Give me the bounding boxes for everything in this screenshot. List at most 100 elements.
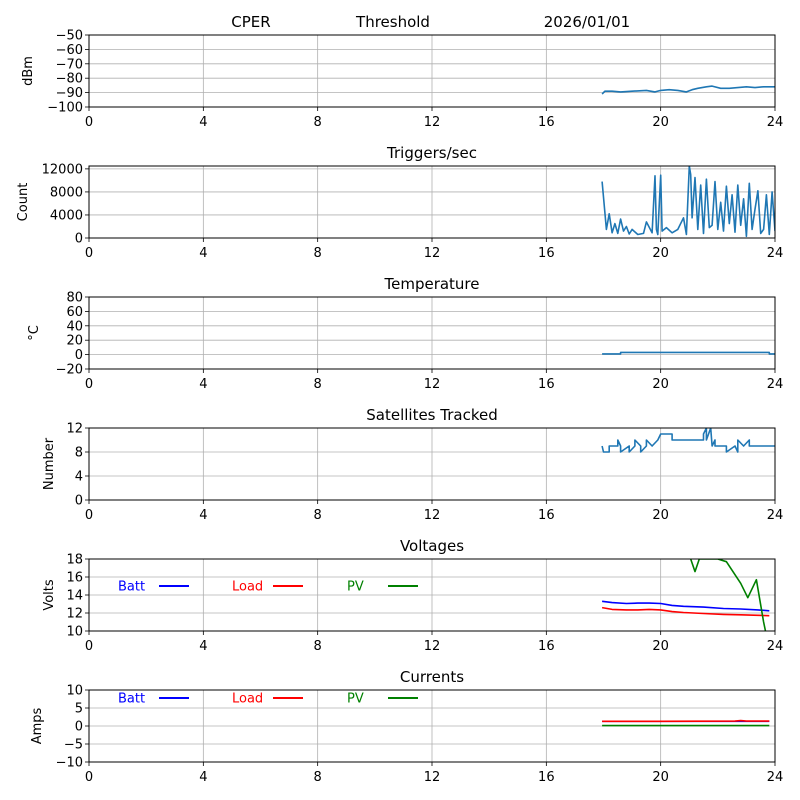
y-tick-label: 0	[75, 720, 83, 735]
x-tick-label: 16	[538, 377, 555, 392]
x-tick-label: 24	[767, 246, 784, 261]
y-tick-label: 8000	[50, 185, 83, 200]
x-tick-label: 24	[767, 508, 784, 523]
x-tick-label: 20	[652, 770, 669, 785]
y-axis-label: Count	[16, 183, 31, 222]
x-tick-label: 12	[424, 115, 441, 130]
x-tick-label: 16	[538, 770, 555, 785]
y-tick-label: −80	[56, 72, 83, 87]
y-tick-label: 12000	[42, 162, 83, 177]
x-tick-label: 4	[199, 770, 207, 785]
x-tick-label: 20	[652, 246, 669, 261]
x-tick-label: 16	[538, 115, 555, 130]
y-tick-label: 8	[75, 446, 83, 461]
x-tick-label: 4	[199, 508, 207, 523]
x-tick-label: 0	[85, 115, 93, 130]
legend-label-load: Load	[232, 580, 263, 595]
series-temperature-line	[602, 351, 775, 355]
x-tick-label: 8	[314, 639, 322, 654]
y-tick-label: 20	[66, 334, 83, 349]
x-tick-label: 12	[424, 508, 441, 523]
series-pv-line	[689, 559, 767, 631]
x-tick-label: 0	[85, 508, 93, 523]
x-tick-label: 20	[652, 115, 669, 130]
y-tick-label: −70	[56, 57, 83, 72]
y-tick-label: −10	[56, 756, 83, 771]
y-tick-label: 4000	[50, 208, 83, 223]
y-tick-label: 5	[75, 702, 83, 717]
x-tick-label: 0	[85, 377, 93, 392]
x-tick-label: 8	[314, 115, 322, 130]
series-triggers-line	[601, 166, 775, 238]
y-axis-label: Number	[42, 437, 57, 490]
station-title: CPER	[231, 13, 270, 31]
x-tick-label: 12	[424, 639, 441, 654]
x-tick-label: 16	[538, 508, 555, 523]
y-tick-label: 16	[66, 571, 83, 586]
y-axis-label: dBm	[21, 56, 36, 86]
y-tick-label: −90	[56, 86, 83, 101]
panel-triggers: 0 4 8 12 16 20 24 0 4000 8000 12000 Triggers/sec Cou…	[16, 144, 783, 261]
legend-label-pv: PV	[347, 580, 364, 595]
x-tick-label: 24	[767, 115, 784, 130]
y-axis-label: °C	[27, 325, 42, 341]
y-tick-label: 10	[66, 684, 83, 699]
legend-label-load: Load	[232, 692, 263, 707]
y-tick-label: 0	[75, 494, 83, 509]
x-tick-label: 8	[314, 508, 322, 523]
panel-currents: 0 4 8 12 16 20 24 −10 −5 0 5 10 Currents Amps Batt Load…	[30, 668, 783, 785]
panel-rssi: 0 4 8 12 16 20 24 −100−90−80−70−60−50 dBm	[21, 29, 783, 131]
x-tick-label: 24	[767, 377, 784, 392]
y-tick-label: 0	[75, 232, 83, 247]
x-tick-label: 4	[199, 377, 207, 392]
x-tick-label: 0	[85, 770, 93, 785]
x-tick-label: 0	[85, 639, 93, 654]
panel-title: Currents	[400, 668, 464, 686]
x-tick-label: 4	[199, 246, 207, 261]
x-tick-label: 12	[424, 246, 441, 261]
panel-voltages: 0 4 8 12 16 20 24 10 12 14 16 18 Voltages Volts Batt Lo…	[42, 537, 783, 654]
x-tick-label: 8	[314, 377, 322, 392]
legend-label-batt: Batt	[118, 580, 145, 595]
y-axis-label: Volts	[42, 579, 57, 611]
y-tick-label: 14	[66, 589, 83, 604]
x-tick-label: 8	[314, 246, 322, 261]
legend-label-batt: Batt	[118, 692, 145, 707]
y-tick-label: 12	[66, 422, 83, 437]
y-tick-label: 18	[66, 553, 83, 568]
x-tick-label: 12	[424, 770, 441, 785]
y-tick-label: 80	[66, 291, 83, 306]
x-tick-label: 20	[652, 377, 669, 392]
x-tick-label: 4	[199, 115, 207, 130]
panel-title: Temperature	[383, 275, 479, 293]
panel-title: Triggers/sec	[386, 144, 477, 162]
x-tick-label: 0	[85, 246, 93, 261]
y-axis-label: Amps	[30, 707, 45, 744]
series-satellites-line	[601, 428, 775, 453]
date-title: 2026/01/01	[544, 13, 630, 31]
x-tick-label: 16	[538, 246, 555, 261]
panel-title: Satellites Tracked	[366, 406, 497, 424]
x-tick-label: 4	[199, 639, 207, 654]
series-load-line	[602, 719, 770, 723]
mode-title: Threshold	[355, 13, 430, 31]
y-tick-label: 10	[66, 625, 83, 640]
panel-satellites: 0 4 8 12 16 20 24 0 4 8 12 Satellites Tracked Number	[42, 406, 783, 523]
series-batt-line	[601, 600, 770, 612]
y-tick-label: −100	[47, 101, 83, 116]
y-tick-label: 40	[66, 319, 83, 334]
y-tick-label: −5	[64, 738, 83, 753]
y-tick-label: 12	[66, 607, 83, 622]
x-tick-label: 20	[652, 639, 669, 654]
x-tick-label: 8	[314, 770, 322, 785]
series-load-line	[601, 606, 770, 617]
x-tick-label: 16	[538, 639, 555, 654]
y-tick-label: 0	[75, 348, 83, 363]
legend-label-pv: PV	[347, 692, 364, 707]
y-tick-label: −50	[56, 29, 83, 44]
y-tick-label: 4	[75, 470, 83, 485]
x-tick-label: 20	[652, 508, 669, 523]
x-tick-label: 24	[767, 639, 784, 654]
